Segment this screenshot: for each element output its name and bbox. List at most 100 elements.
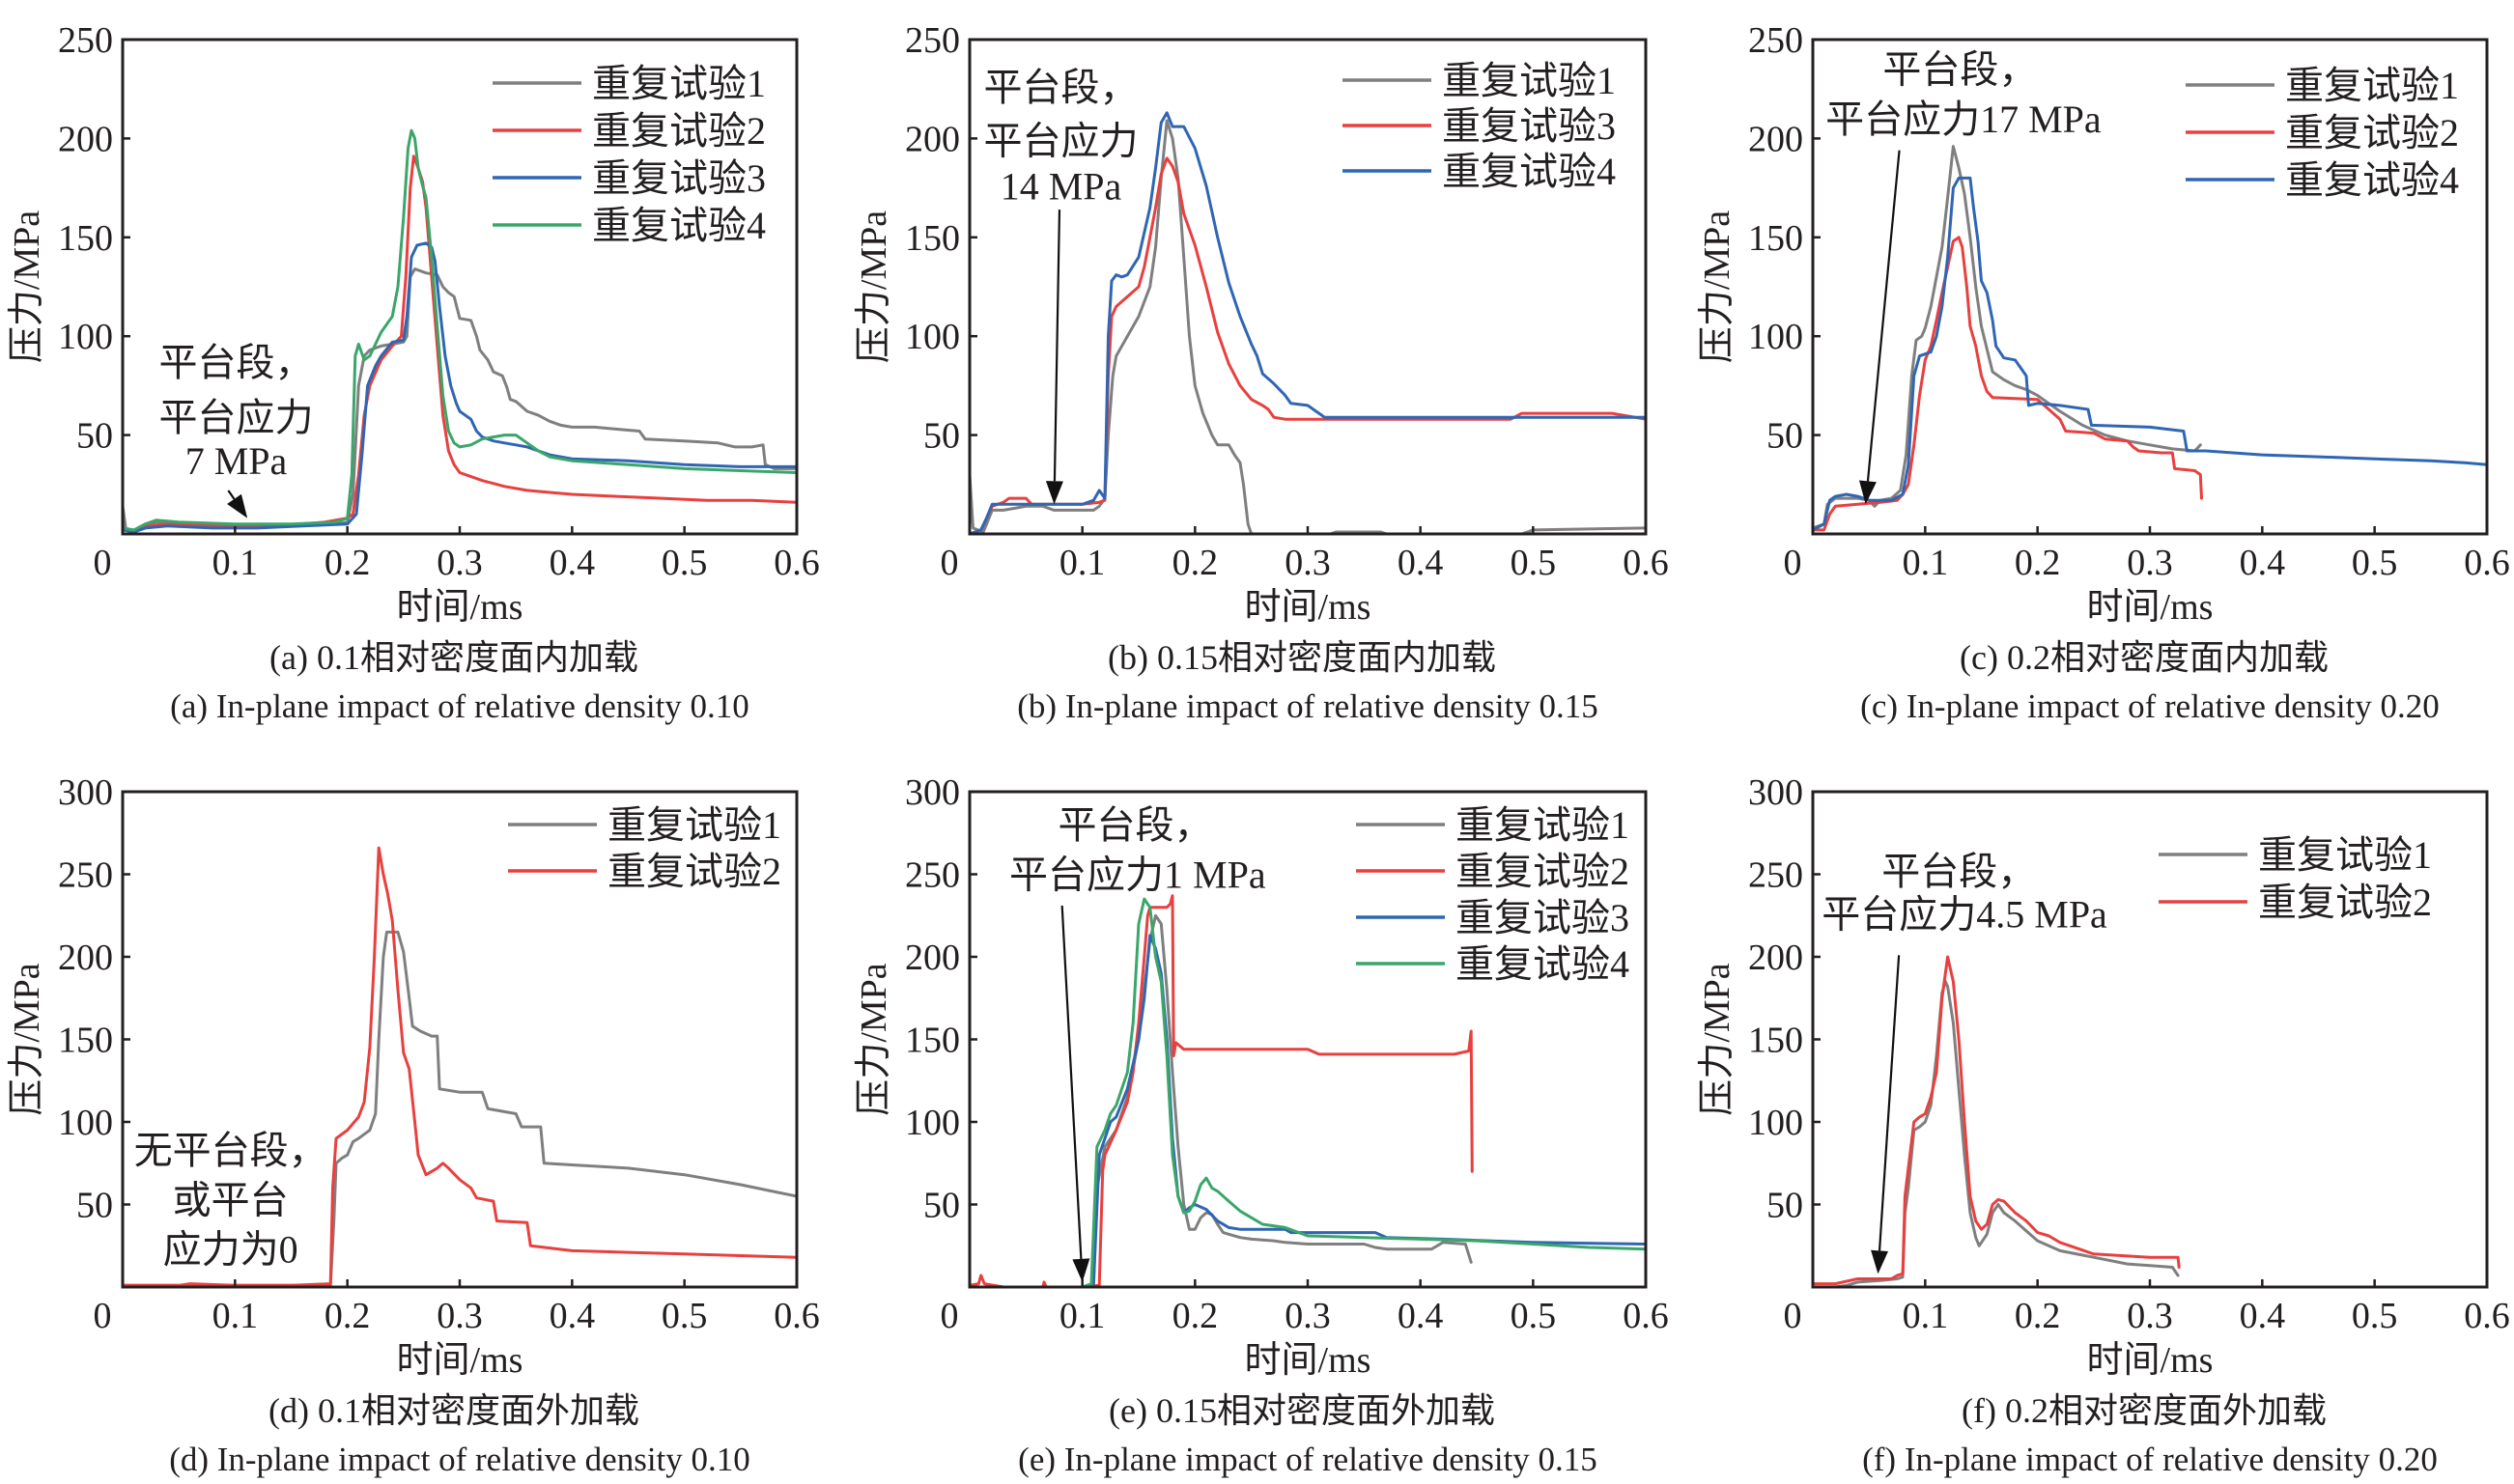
legend-item: 重复试验4: [1342, 150, 1616, 193]
x-tick-label: 0.2: [325, 543, 371, 583]
x-tick-label: 0.6: [774, 1296, 820, 1336]
x-tick-label: 0.2: [2015, 1296, 2061, 1336]
x-tick-label: 0.5: [1511, 543, 1557, 583]
arrow-head-icon: [1072, 1258, 1090, 1282]
annotation-text: 平台应力: [158, 396, 313, 439]
x-axis-label: 时间/ms: [397, 1340, 523, 1381]
legend-item: 重复试验4: [1356, 942, 1629, 986]
annotation-text: 平台段，: [1059, 803, 1213, 847]
series-group: [1813, 145, 2487, 532]
x-tick-label: 0.5: [1511, 1296, 1557, 1336]
x-tick-label: 0.4: [2240, 1296, 2286, 1336]
y-axis-label: 压力/MPa: [1697, 963, 1737, 1115]
y-tick-label: 200: [1748, 938, 1803, 978]
series-line-3: [970, 934, 1646, 1287]
x-axis-label: 时间/ms: [2087, 587, 2214, 628]
series-line-1: [1813, 980, 2180, 1287]
series-line-2: [970, 894, 1474, 1287]
x-tick-label: 0.2: [2015, 543, 2061, 583]
arrow-shaft: [227, 490, 236, 500]
x-axis-label: 时间/ms: [397, 587, 523, 628]
panel-b: 0 0.1 0.2 0.3 0.4 0.5 0.6 50 100 150 200 250 时间/ms 压力…: [854, 20, 1669, 725]
series-line-3: [970, 111, 1646, 534]
caption-chinese: (b) 0.15相对密度面内加载: [1108, 638, 1496, 677]
x-tick-label: 0.2: [1172, 543, 1219, 583]
annotation-text: 平台段，: [1882, 48, 2037, 92]
y-tick-label: 250: [58, 855, 113, 896]
annotation-text: 应力为0: [163, 1228, 298, 1272]
y-tick-label: 200: [905, 938, 960, 978]
annotation-text: 平台段，: [1881, 850, 2036, 893]
y-tick-label: 250: [905, 20, 960, 61]
legend-label: 重复试验3: [592, 156, 766, 200]
series-group: [970, 894, 1646, 1287]
y-tick-label: 300: [905, 772, 960, 813]
annotation-text: 7 MPa: [185, 439, 288, 483]
x-tick-label: 0.5: [2352, 543, 2398, 583]
y-tick-label: 100: [905, 1103, 960, 1143]
legend-label: 重复试验1: [2258, 833, 2432, 877]
y-tick-label: 200: [905, 119, 960, 159]
series-line-1: [970, 913, 1473, 1287]
legend-item: 重复试验2: [2159, 881, 2432, 924]
x-tick-label: 0.4: [1398, 1296, 1444, 1336]
legend-item: 重复试验1: [493, 62, 766, 105]
legend-label: 重复试验4: [2285, 158, 2459, 202]
series-group: [1813, 955, 2181, 1287]
x-tick-label: 0.4: [1398, 543, 1444, 583]
y-tick-label: 100: [1748, 317, 1803, 357]
x-tick-label: 0.4: [2240, 543, 2286, 583]
caption-english: (b) In-plane impact of relative density …: [1017, 687, 1598, 725]
arrow-head-icon: [227, 493, 248, 518]
x-tick-label: 0.3: [1285, 1296, 1331, 1336]
y-tick-label: 250: [1748, 855, 1803, 896]
x-tick-label: 0.4: [550, 543, 596, 583]
arrow-head-icon: [1871, 1249, 1889, 1274]
series-line-3: [1813, 176, 2487, 532]
y-tick-label: 150: [58, 1021, 113, 1061]
legend-item: 重复试验1: [2186, 64, 2459, 107]
x-tick-label: 0.1: [212, 1296, 259, 1336]
legend-label: 重复试验3: [1442, 104, 1616, 148]
y-tick-label: 150: [905, 1021, 960, 1061]
x-tick-label: 0.3: [437, 543, 483, 583]
panel-e: 0 0.1 0.2 0.3 0.4 0.5 0.6 50 100 150 200 250 300 时间/m…: [854, 772, 1669, 1478]
caption-english: (f) In-plane impact of relative density …: [1862, 1441, 2438, 1478]
legend-label: 重复试验1: [607, 803, 781, 847]
caption-english: (c) In-plane impact of relative density …: [1860, 687, 2440, 725]
series-line-1: [970, 119, 1646, 534]
panel-a: 0 0.1 0.2 0.3 0.4 0.5 0.6 50 100 150 200 250 时间/ms 压力…: [7, 20, 820, 725]
y-axis-label: 压力/MPa: [854, 963, 894, 1115]
arrow-shaft: [1060, 905, 1083, 1259]
series-line-3: [123, 241, 797, 534]
x-tick-label: 0.6: [1623, 543, 1669, 583]
annotation: 平台段， 平台应力17 MPa: [1825, 48, 2102, 505]
legend-item: 重复试验3: [1356, 896, 1629, 939]
x-tick-label: 0.5: [662, 543, 708, 583]
x-axis-label: 时间/ms: [1245, 1340, 1371, 1381]
caption-english: (e) In-plane impact of relative density …: [1018, 1441, 1597, 1478]
x-tick-label: 0.1: [1059, 1296, 1106, 1336]
x-tick-label: 0.4: [550, 1296, 596, 1336]
caption-chinese: (f) 0.2相对密度面外加载: [1962, 1391, 2327, 1430]
annotation-text: 平台应力: [984, 119, 1139, 162]
caption-chinese: (e) 0.15相对密度面外加载: [1109, 1391, 1495, 1430]
caption-chinese: (c) 0.2相对密度面内加载: [1960, 638, 2329, 677]
y-tick-label: 50: [923, 1186, 960, 1226]
legend-item: 重复试验4: [493, 204, 766, 247]
x-tick-label: 0.6: [2464, 543, 2510, 583]
legend-label: 重复试验1: [2285, 64, 2459, 107]
annotation: 平台段， 平台应力1 MPa: [1009, 803, 1266, 1282]
legend-label: 重复试验1: [592, 62, 766, 105]
legend-label: 重复试验1: [1442, 59, 1616, 102]
y-axis-label: 压力/MPa: [7, 210, 47, 363]
x-tick-label: 0.2: [1172, 1296, 1219, 1336]
y-tick-label: 50: [923, 416, 960, 457]
y-axis-label: 压力/MPa: [7, 963, 47, 1115]
legend-item: 重复试验2: [1356, 850, 1629, 893]
x-tick-label: 0: [1784, 543, 1802, 583]
annotation-text: 平台应力1 MPa: [1009, 854, 1266, 897]
